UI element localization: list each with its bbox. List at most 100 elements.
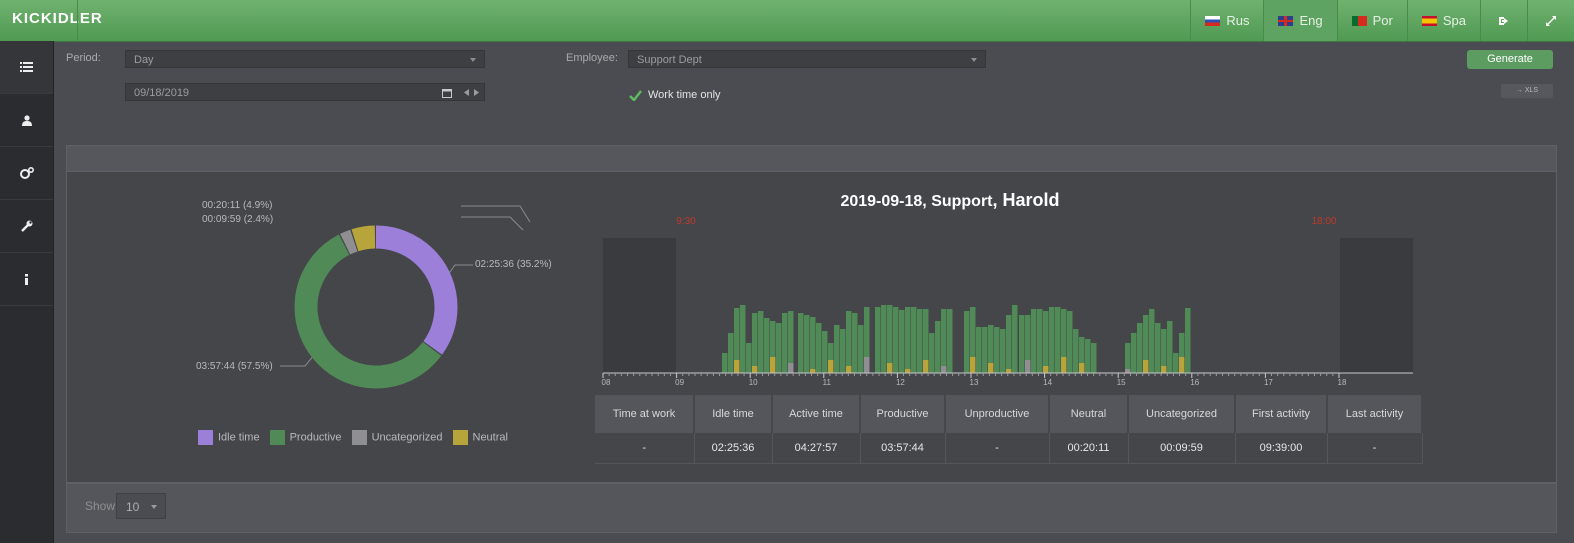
sidebar-item-info[interactable] <box>0 253 53 306</box>
cell-time-at-work: - <box>595 433 695 464</box>
date-value: 09/18/2019 <box>134 87 190 99</box>
activity-bar-productive <box>788 311 794 373</box>
activity-bar-productive <box>994 327 1000 373</box>
col-first-activity[interactable]: First activity <box>1235 395 1328 433</box>
activity-bar-productive <box>1012 305 1018 373</box>
chevron-down-icon <box>470 58 476 62</box>
period-value: Day <box>134 54 154 66</box>
calendar-icon[interactable] <box>442 88 452 98</box>
activity-bar-productive <box>905 307 911 373</box>
lang-rus[interactable]: Rus <box>1190 0 1263 41</box>
activity-bar-neutral <box>734 360 740 373</box>
lang-spa[interactable]: Spa <box>1406 0 1480 41</box>
x-tick-label: 16 <box>1190 378 1199 387</box>
logo-divider <box>77 0 78 41</box>
chart-legend: Idle time Productive Uncategorized Neutr… <box>198 430 508 445</box>
x-tick-label: 17 <box>1264 378 1273 387</box>
activity-bar-productive <box>734 308 740 373</box>
activity-bar-neutral <box>752 366 758 373</box>
activity-bar-productive <box>1173 353 1179 373</box>
col-productive[interactable]: Productive <box>860 395 946 433</box>
activity-bar-productive <box>881 305 887 373</box>
activity-bar-neutral <box>1006 369 1012 373</box>
col-neutral[interactable]: Neutral <box>1049 395 1129 433</box>
generate-button[interactable]: Generate <box>1467 50 1553 69</box>
lang-por[interactable]: Por <box>1336 0 1407 41</box>
worktime-checkbox[interactable]: Work time only <box>629 89 721 101</box>
activity-bar-productive <box>1179 333 1185 373</box>
activity-bar-productive <box>982 327 988 373</box>
lang-eng[interactable]: Eng <box>1263 0 1337 41</box>
activity-bar-productive <box>852 313 858 373</box>
activity-bar-productive <box>1067 311 1073 373</box>
sidebar-item-reports[interactable] <box>0 41 53 94</box>
sidebar-item-settings[interactable] <box>0 147 53 200</box>
next-day-icon[interactable] <box>474 89 479 96</box>
worktime-label: Work time only <box>648 89 721 101</box>
legend-label: Idle time <box>218 431 260 444</box>
fullscreen-button[interactable] <box>1527 0 1574 41</box>
show-label: Show <box>85 499 116 513</box>
activity-bar-productive <box>964 311 970 373</box>
legend-item-neutral[interactable]: Neutral <box>452 430 508 445</box>
activity-bar-productive <box>770 321 776 373</box>
sidebar-item-employees[interactable] <box>0 94 53 147</box>
activity-bar-neutral <box>810 369 816 373</box>
cell-neutral: 00:20:11 <box>1049 433 1129 464</box>
donut-label-neutral: 00:20:11 (4.9%) <box>202 200 273 211</box>
report-panel-header <box>66 145 1557 172</box>
donut-segment-idle-time[interactable] <box>294 225 458 389</box>
activity-bar-productive <box>1031 309 1037 373</box>
activity-bar-neutral <box>788 363 794 373</box>
logout-icon <box>1499 16 1508 25</box>
app-logo[interactable]: KICKIDLER <box>12 10 103 27</box>
wrench-icon <box>20 220 32 232</box>
activity-bar-neutral <box>1161 366 1167 373</box>
report-filters: Period: Day 09/18/2019 Employee: Support… <box>54 41 1574 131</box>
activity-bar-productive <box>1006 315 1012 373</box>
x-tick-label: 10 <box>749 378 758 387</box>
logout-button[interactable] <box>1480 0 1527 41</box>
col-uncategorized[interactable]: Uncategorized <box>1128 395 1236 433</box>
activity-bar-productive <box>816 323 822 373</box>
leader-line <box>461 205 531 223</box>
checkmark-icon <box>629 89 642 101</box>
chart-title: 2019-09-18, Support, Harold <box>600 190 1300 211</box>
donut-segment-productive[interactable] <box>294 225 458 389</box>
period-select[interactable]: Day <box>125 50 485 68</box>
activity-bar-productive <box>828 343 834 373</box>
col-active-time[interactable]: Active time <box>772 395 861 433</box>
activity-bar-productive <box>941 309 947 373</box>
donut-label-uncategorized: 00:09:59 (2.4%) <box>202 214 274 225</box>
prev-day-icon[interactable] <box>464 89 469 96</box>
employee-select[interactable]: Support Dept <box>628 50 986 68</box>
col-last-activity[interactable]: Last activity <box>1327 395 1423 433</box>
legend-item-productive[interactable]: Productive <box>269 430 342 445</box>
activity-bar-productive <box>1079 337 1085 373</box>
x-tick-label: 12 <box>896 378 905 387</box>
activity-bar-productive <box>1055 307 1061 373</box>
off-hours-after <box>1340 238 1413 373</box>
activity-bar-productive <box>722 353 728 373</box>
date-field[interactable]: 09/18/2019 <box>125 83 485 101</box>
export-xls-button[interactable]: → XLS <box>1501 84 1553 98</box>
activity-bar-productive <box>746 343 752 373</box>
off-hours-before <box>603 238 676 373</box>
legend-swatch <box>198 430 213 445</box>
col-unproductive[interactable]: Unproductive <box>945 395 1050 433</box>
col-time-at-work[interactable]: Time at work <box>595 395 695 433</box>
page-size-select[interactable]: 10 <box>116 493 166 519</box>
col-idle-time[interactable]: Idle time <box>694 395 773 433</box>
activity-bar-productive <box>1161 329 1167 373</box>
cell-first-activity: 09:39:00 <box>1235 433 1328 464</box>
sidebar-item-tools[interactable] <box>0 200 53 253</box>
activity-bar-productive <box>911 307 917 373</box>
legend-label: Productive <box>289 431 342 444</box>
activity-bar-productive <box>1185 308 1191 373</box>
legend-item-uncategorized[interactable]: Uncategorized <box>351 430 443 445</box>
activity-bar-productive <box>1019 315 1025 373</box>
lang-label: Por <box>1372 13 1393 28</box>
legend-item-idle[interactable]: Idle time <box>198 430 260 445</box>
activity-bar-productive <box>834 325 840 373</box>
legend-label: Neutral <box>472 431 508 444</box>
